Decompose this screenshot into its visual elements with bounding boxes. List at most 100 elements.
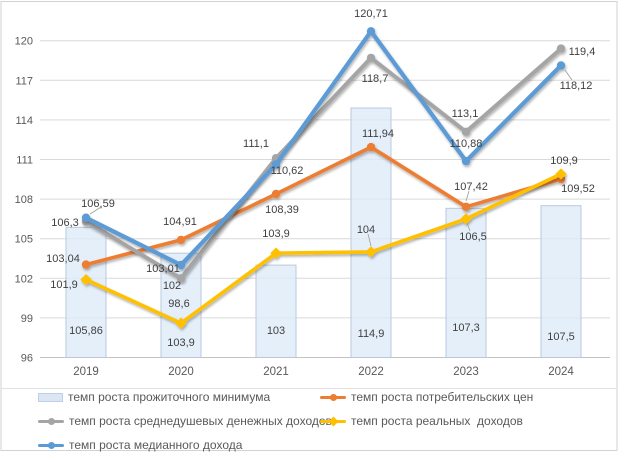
bar-subsistence-minimum [65,226,107,358]
chart-border [0,1,618,451]
x-category-label: 2020 [168,366,194,378]
label-leader-line [466,222,471,232]
point-value-label: 101,9 [50,279,78,291]
y-tick-label: 111 [16,155,33,167]
point-value-label: 106,59 [81,198,115,210]
point-value-label: 104,91 [163,216,197,228]
legend-line-swatch-icon [320,416,346,427]
point-value-label: 103,01 [146,263,180,275]
series-per-capita-income [81,44,566,283]
marker-circle-icon [176,260,186,270]
bar-subsistence-minimum [540,205,582,358]
y-tick-label: 120 [15,36,33,48]
series-consumer-prices [81,142,566,269]
bar-value-label: 107,5 [547,331,575,343]
marker-circle-icon [176,274,186,283]
x-category-label: 2023 [453,366,479,378]
marker-circle-icon [366,53,376,63]
x-category-label: 2024 [548,366,574,378]
legend-line-swatch-icon [38,416,64,427]
point-value-label: 108,39 [265,204,299,216]
y-tick-label: 102 [15,273,33,285]
point-value-label: 107,42 [454,181,488,193]
marker-circle-icon [366,142,376,152]
x-category-label: 2021 [263,366,289,378]
bar-value-label: 114,9 [358,328,385,340]
point-value-label: 118,7 [362,73,389,85]
legend-bar-swatch-icon [38,392,63,402]
point-value-label: 120,71 [354,8,388,20]
series-line-per-capita-income [84,46,563,281]
marker-circle-icon [556,44,566,53]
legend-label: темп роста среднедушевых денежных доходо… [69,414,332,428]
series-median-income [81,27,566,270]
point-value-label: 106,3 [51,217,79,229]
y-tick-label: 114 [15,115,33,127]
marker-diamond-icon [175,317,187,329]
label-leader-line [564,69,573,81]
point-value-label: 102 [163,280,181,292]
y-tick-label: 105 [15,234,33,246]
y-tick-label: 108 [15,194,33,206]
point-value-label: 103,04 [46,253,80,265]
series-line-real-income [84,172,563,325]
legend-item-median-income: темп роста медианного дохода [38,437,320,453]
legend-label: темп роста медианного дохода [69,438,243,452]
y-tick-label: 96 [21,353,33,365]
y-tick-label: 99 [21,313,33,325]
legend-line-swatch-icon [38,440,64,451]
point-value-label: 109,52 [561,183,595,195]
label-leader-line [367,233,372,247]
marker-circle-icon [461,127,471,136]
bar-subsistence-minimum [255,264,297,359]
marker-diamond-icon [365,246,377,258]
bar-value-label: 107,3 [452,322,480,334]
point-value-label: 118,12 [560,80,593,92]
point-value-label: 106,5 [459,231,487,243]
marker-circle-icon [81,213,91,222]
series-real-income [80,168,567,329]
x-category-label: 2022 [358,366,384,378]
marker-circle-icon [461,202,471,211]
y-tick-label: 117 [15,75,33,87]
chart-legend: темп роста прожиточного минимума темп ро… [38,389,616,453]
series-line-median-income [83,29,564,268]
point-value-label: 103,9 [262,228,290,240]
marker-circle-icon [176,235,186,245]
marker-circle-icon [366,27,376,36]
legend-item-consumer-prices: темп роста потребительских цен [320,389,616,405]
legend-label: темп роста потребительских цен [351,390,534,404]
point-value-label: 110,88 [450,138,483,150]
marker-diamond-icon [555,168,567,180]
label-leader-line [89,206,102,215]
legend-label: темп роста прожиточного минимума [68,390,271,404]
marker-circle-icon [81,260,91,269]
bar-subsistence-minimum [445,207,487,358]
bar-value-label: 105,86 [69,325,103,337]
legend-item-real-income: темп роста реальных доходов [320,413,616,429]
point-value-label: 113,1 [452,108,479,120]
marker-circle-icon [461,156,471,166]
bar-value-label: 103 [267,325,285,337]
x-category-label: 2019 [73,366,99,378]
bar-value-label: 103,9 [167,337,195,349]
point-value-label: 110,62 [271,165,304,177]
point-value-label: 109,9 [550,155,578,167]
marker-circle-icon [271,189,281,199]
marker-circle-icon [556,61,566,70]
point-value-label: 104 [357,224,375,236]
legend-item-per-capita-income: темп роста среднедушевых денежных доходо… [38,413,332,429]
point-value-label: 111,94 [362,128,394,140]
marker-diamond-icon [460,213,472,225]
marker-circle-icon [271,160,281,169]
point-value-label: 111,1 [243,138,269,150]
series-line-consumer-prices [84,145,563,267]
marker-diamond-icon [270,247,282,259]
point-value-label: 119,4 [569,46,596,58]
legend-line-swatch-icon [320,392,346,403]
point-value-label: 98,6 [168,298,189,310]
legend-label: темп роста реальных доходов [351,414,523,428]
legend-item-subsistence-minimum: темп роста прожиточного минимума [38,389,320,405]
